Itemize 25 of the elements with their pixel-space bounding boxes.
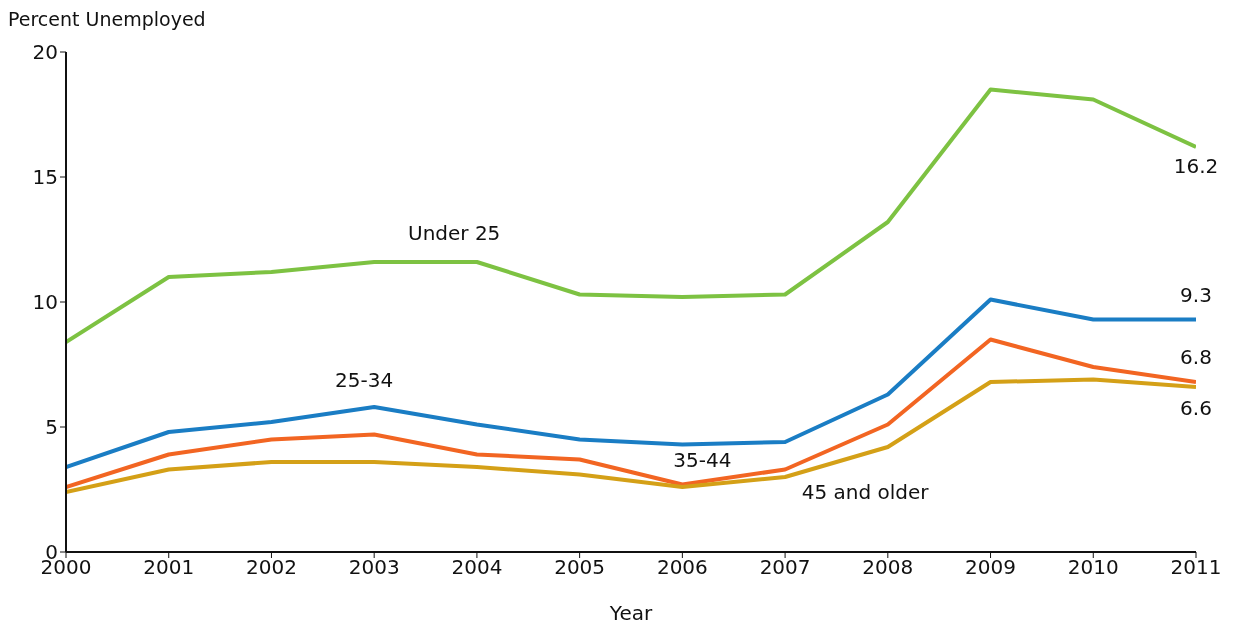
data-label: 9.3 [1180,282,1212,307]
y-tick-label: 10 [32,290,58,315]
x-tick-label: 2005 [554,555,606,580]
data-label: 6.8 [1180,345,1212,369]
x-tick-label: 2008 [862,555,914,580]
x-tick-label: 2003 [348,555,400,580]
x-tick-label: 2001 [143,555,195,580]
x-axis-title: Year [608,601,653,625]
series-label: 35-44 [673,447,732,472]
y-axis-title: Percent Unemployed [8,8,207,32]
series-label: 25-34 [335,368,394,392]
x-tick-label: 2010 [1067,555,1119,580]
x-tick-label: 2002 [246,555,297,580]
x-tick-label: 2004 [451,555,503,580]
data-label: 16.2 [1173,154,1219,178]
y-tick-label: 15 [32,165,58,190]
series-label: 45 and older [801,480,930,504]
data-label: 6.6 [1180,396,1212,420]
x-tick-label: 2007 [759,555,811,580]
y-tick-label: 5 [45,415,58,440]
y-tick-label: 20 [32,40,58,65]
x-tick-label: 2011 [1170,555,1222,580]
series-label: Under 25 [408,221,501,245]
x-tick-label: 2006 [656,555,708,580]
x-tick-label: 2009 [965,555,1016,580]
